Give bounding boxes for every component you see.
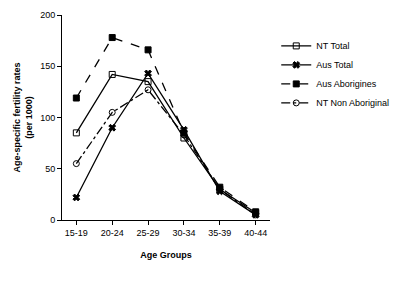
- svg-text:Aus Aborigines: Aus Aborigines: [316, 79, 377, 89]
- svg-text:100: 100: [40, 113, 55, 123]
- svg-text:40-44: 40-44: [244, 228, 267, 238]
- svg-text:35-39: 35-39: [208, 228, 231, 238]
- svg-text:Age-specific fertility rates(p: Age-specific fertility rates(per 1000): [12, 62, 34, 172]
- svg-text:200: 200: [40, 10, 55, 20]
- svg-text:Age Groups: Age Groups: [140, 250, 192, 260]
- svg-text:150: 150: [40, 61, 55, 71]
- svg-text:NT Non Aboriginal: NT Non Aboriginal: [316, 98, 389, 108]
- svg-text:NT Total: NT Total: [316, 41, 349, 51]
- svg-text:0: 0: [50, 215, 55, 225]
- svg-text:Aus Total: Aus Total: [316, 60, 353, 70]
- svg-text:50: 50: [45, 164, 55, 174]
- svg-text:15-19: 15-19: [65, 228, 88, 238]
- svg-text:20-24: 20-24: [101, 228, 124, 238]
- svg-text:25-29: 25-29: [137, 228, 160, 238]
- svg-text:30-34: 30-34: [172, 228, 195, 238]
